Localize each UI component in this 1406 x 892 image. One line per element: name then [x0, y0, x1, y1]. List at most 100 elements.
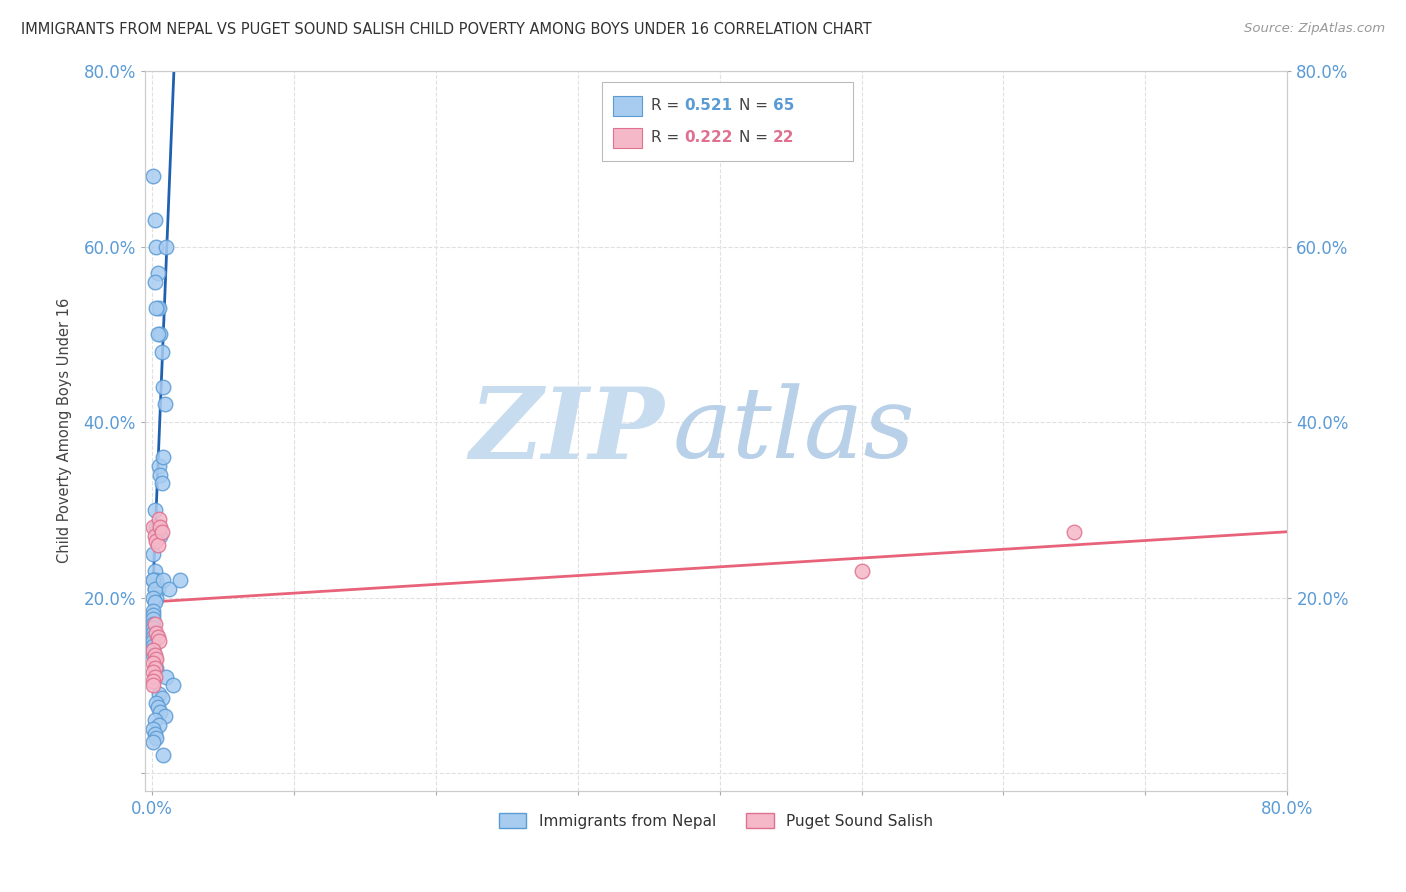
- Point: [149, 705, 172, 719]
- Point: [143, 726, 166, 740]
- Text: 0.222: 0.222: [685, 130, 733, 145]
- Point: [142, 573, 165, 587]
- Point: [145, 661, 167, 675]
- Point: [142, 604, 165, 618]
- Point: [148, 718, 170, 732]
- Point: [142, 608, 165, 623]
- Point: [142, 722, 165, 736]
- Text: IMMIGRANTS FROM NEPAL VS PUGET SOUND SALISH CHILD POVERTY AMONG BOYS UNDER 16 CO: IMMIGRANTS FROM NEPAL VS PUGET SOUND SAL…: [21, 22, 872, 37]
- Point: [142, 547, 165, 561]
- Point: [142, 169, 165, 184]
- Point: [146, 327, 169, 342]
- Point: [146, 700, 169, 714]
- Point: [152, 380, 174, 394]
- Point: [146, 529, 169, 543]
- Point: [143, 661, 166, 675]
- Point: [851, 564, 873, 578]
- Point: [142, 657, 165, 671]
- FancyBboxPatch shape: [613, 128, 641, 148]
- Point: [142, 643, 165, 657]
- FancyBboxPatch shape: [613, 95, 641, 116]
- Point: [149, 520, 172, 534]
- Point: [145, 591, 167, 605]
- Point: [148, 687, 170, 701]
- Text: Source: ZipAtlas.com: Source: ZipAtlas.com: [1244, 22, 1385, 36]
- Point: [142, 643, 165, 657]
- Point: [150, 344, 173, 359]
- Point: [155, 239, 177, 253]
- Point: [152, 748, 174, 763]
- Point: [142, 673, 165, 688]
- Point: [146, 538, 169, 552]
- Point: [145, 533, 167, 548]
- Y-axis label: Child Poverty Among Boys Under 16: Child Poverty Among Boys Under 16: [58, 298, 72, 564]
- Point: [142, 639, 165, 653]
- Text: ZIP: ZIP: [470, 383, 665, 479]
- Point: [153, 709, 176, 723]
- Text: R =: R =: [651, 130, 685, 145]
- Point: [146, 630, 169, 644]
- Point: [142, 520, 165, 534]
- Point: [145, 731, 167, 745]
- Point: [149, 467, 172, 482]
- Point: [142, 678, 165, 692]
- Point: [142, 616, 165, 631]
- Point: [143, 564, 166, 578]
- Point: [142, 573, 165, 587]
- Point: [143, 582, 166, 596]
- Point: [150, 691, 173, 706]
- Point: [149, 529, 172, 543]
- Text: N =: N =: [740, 98, 773, 113]
- Point: [150, 476, 173, 491]
- Point: [149, 327, 172, 342]
- Point: [155, 669, 177, 683]
- Point: [143, 669, 166, 683]
- Point: [142, 591, 165, 605]
- Point: [143, 213, 166, 227]
- Point: [142, 735, 165, 749]
- Point: [150, 524, 173, 539]
- Point: [145, 573, 167, 587]
- Point: [1063, 524, 1085, 539]
- Point: [162, 678, 184, 692]
- Text: R =: R =: [651, 98, 685, 113]
- Point: [143, 529, 166, 543]
- FancyBboxPatch shape: [602, 82, 853, 161]
- Point: [145, 696, 167, 710]
- Text: atlas: atlas: [672, 384, 915, 478]
- Point: [157, 582, 180, 596]
- Point: [142, 630, 165, 644]
- Point: [145, 520, 167, 534]
- Text: N =: N =: [740, 130, 773, 145]
- Point: [145, 239, 167, 253]
- Point: [146, 266, 169, 280]
- Point: [142, 648, 165, 662]
- Text: 65: 65: [773, 98, 794, 113]
- Point: [148, 520, 170, 534]
- Point: [143, 652, 166, 666]
- Point: [143, 648, 166, 662]
- Point: [143, 503, 166, 517]
- Point: [148, 511, 170, 525]
- Point: [143, 616, 166, 631]
- Point: [142, 621, 165, 635]
- Point: [146, 582, 169, 596]
- Point: [148, 634, 170, 648]
- Point: [152, 573, 174, 587]
- Text: 0.521: 0.521: [685, 98, 733, 113]
- Point: [152, 450, 174, 464]
- Point: [145, 625, 167, 640]
- Point: [148, 301, 170, 315]
- Text: 22: 22: [773, 130, 794, 145]
- Point: [143, 714, 166, 728]
- Point: [142, 634, 165, 648]
- Point: [143, 595, 166, 609]
- Legend: Immigrants from Nepal, Puget Sound Salish: Immigrants from Nepal, Puget Sound Salis…: [494, 806, 939, 835]
- Point: [153, 397, 176, 411]
- Point: [145, 301, 167, 315]
- Point: [142, 625, 165, 640]
- Point: [142, 665, 165, 680]
- Point: [143, 275, 166, 289]
- Point: [169, 573, 191, 587]
- Point: [148, 458, 170, 473]
